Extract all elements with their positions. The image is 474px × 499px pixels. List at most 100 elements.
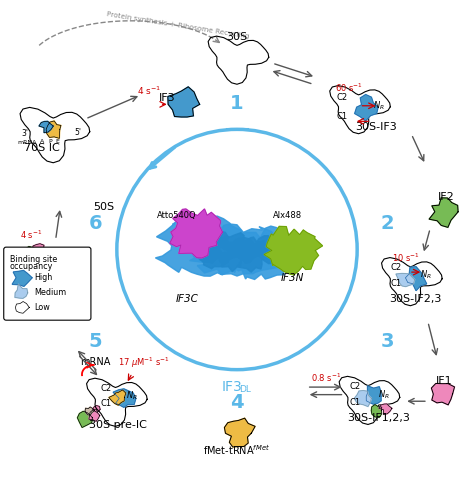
Text: P: P xyxy=(48,139,52,144)
Text: 50S: 50S xyxy=(93,202,115,212)
Polygon shape xyxy=(15,284,27,298)
Text: IF1: IF1 xyxy=(436,376,453,386)
Text: 3': 3' xyxy=(21,129,28,138)
Text: IF3: IF3 xyxy=(159,93,175,103)
Text: IF3: IF3 xyxy=(222,380,243,394)
Text: C1: C1 xyxy=(35,275,46,284)
Text: $N_T$: $N_T$ xyxy=(27,245,39,257)
Polygon shape xyxy=(228,226,303,279)
Text: C1: C1 xyxy=(100,399,111,408)
Text: Protein synthesis + Ribosome Recycling: Protein synthesis + Ribosome Recycling xyxy=(106,11,250,40)
Text: 5: 5 xyxy=(89,332,102,351)
Polygon shape xyxy=(25,247,38,261)
Text: DL: DL xyxy=(239,385,251,394)
Text: 3: 3 xyxy=(381,332,394,351)
Polygon shape xyxy=(224,418,255,447)
Polygon shape xyxy=(203,226,229,247)
Text: $N_R$: $N_R$ xyxy=(62,264,73,277)
Polygon shape xyxy=(39,121,53,133)
Polygon shape xyxy=(371,405,382,418)
Text: Medium: Medium xyxy=(35,288,67,297)
Polygon shape xyxy=(240,237,265,258)
Polygon shape xyxy=(92,406,100,412)
Text: C2: C2 xyxy=(35,259,46,268)
Polygon shape xyxy=(113,389,136,407)
Polygon shape xyxy=(32,255,40,262)
Polygon shape xyxy=(208,36,269,84)
Text: mRNA: mRNA xyxy=(18,140,37,145)
Text: 17 $\mu$M$^{-1}$ s$^{-1}$: 17 $\mu$M$^{-1}$ s$^{-1}$ xyxy=(118,356,170,370)
Text: E: E xyxy=(55,139,59,144)
Text: Low: Low xyxy=(35,303,50,312)
Text: $N_R$: $N_R$ xyxy=(374,99,385,112)
Polygon shape xyxy=(89,409,100,421)
Text: 30S pre-IC: 30S pre-IC xyxy=(89,420,147,430)
Polygon shape xyxy=(429,198,458,228)
Polygon shape xyxy=(200,231,228,251)
Polygon shape xyxy=(23,253,84,301)
Polygon shape xyxy=(47,263,70,284)
Polygon shape xyxy=(193,245,223,263)
Polygon shape xyxy=(85,407,95,415)
Text: $N_R$: $N_R$ xyxy=(126,389,137,402)
Polygon shape xyxy=(219,249,243,272)
Polygon shape xyxy=(168,87,200,117)
Text: 4 s$^{-1}$: 4 s$^{-1}$ xyxy=(137,84,161,97)
Polygon shape xyxy=(355,391,372,407)
Text: 30S-IF2,3: 30S-IF2,3 xyxy=(389,294,441,304)
Text: IF3C: IF3C xyxy=(176,294,199,304)
Polygon shape xyxy=(379,404,392,415)
Text: $N_R$: $N_R$ xyxy=(378,388,390,401)
Text: C2: C2 xyxy=(100,384,111,393)
Polygon shape xyxy=(431,383,455,405)
Polygon shape xyxy=(220,233,244,253)
Polygon shape xyxy=(355,94,378,121)
Text: 30S IC: 30S IC xyxy=(30,292,65,302)
Text: C2: C2 xyxy=(391,263,402,272)
Text: 4: 4 xyxy=(230,393,244,412)
Polygon shape xyxy=(185,224,292,276)
Text: C1: C1 xyxy=(337,111,347,120)
Text: 4 s$^{-1}$: 4 s$^{-1}$ xyxy=(20,228,42,241)
Text: 5': 5' xyxy=(74,128,81,137)
Text: 1: 1 xyxy=(230,94,244,113)
Text: IF3N: IF3N xyxy=(281,273,304,283)
Polygon shape xyxy=(46,121,61,138)
Text: mRNA: mRNA xyxy=(81,357,111,367)
Text: 2: 2 xyxy=(381,214,394,233)
Polygon shape xyxy=(330,86,390,134)
Polygon shape xyxy=(87,378,147,426)
Text: 0.8 s$^{-1}$: 0.8 s$^{-1}$ xyxy=(311,372,342,384)
Polygon shape xyxy=(229,238,254,259)
Polygon shape xyxy=(109,390,126,405)
Text: 30S-IF1,2,3: 30S-IF1,2,3 xyxy=(347,413,410,423)
Polygon shape xyxy=(77,411,92,428)
Text: 60 s$^{-1}$: 60 s$^{-1}$ xyxy=(335,81,363,94)
Polygon shape xyxy=(237,251,263,272)
Text: 6: 6 xyxy=(89,214,102,233)
Polygon shape xyxy=(366,386,381,404)
Polygon shape xyxy=(382,257,442,306)
Polygon shape xyxy=(32,244,44,255)
Text: IF2: IF2 xyxy=(438,192,455,202)
Text: 30S: 30S xyxy=(227,32,247,42)
Text: Binding site: Binding site xyxy=(10,255,57,264)
Polygon shape xyxy=(339,376,400,425)
Text: AUG: AUG xyxy=(13,271,29,280)
Text: C1: C1 xyxy=(391,279,402,288)
Polygon shape xyxy=(215,242,238,261)
Text: 30S-IF3: 30S-IF3 xyxy=(355,122,397,132)
Text: Atto540Q: Atto540Q xyxy=(157,211,197,220)
Polygon shape xyxy=(155,216,253,276)
Text: C2: C2 xyxy=(349,382,360,391)
Polygon shape xyxy=(202,247,228,268)
Polygon shape xyxy=(405,266,427,291)
Text: $N_R$: $N_R$ xyxy=(419,269,431,281)
Polygon shape xyxy=(261,244,286,263)
Text: C1: C1 xyxy=(349,398,360,407)
Text: High: High xyxy=(35,273,53,282)
Polygon shape xyxy=(230,240,258,263)
Polygon shape xyxy=(183,232,209,254)
Text: 70S IC: 70S IC xyxy=(24,143,59,153)
Polygon shape xyxy=(16,301,29,313)
